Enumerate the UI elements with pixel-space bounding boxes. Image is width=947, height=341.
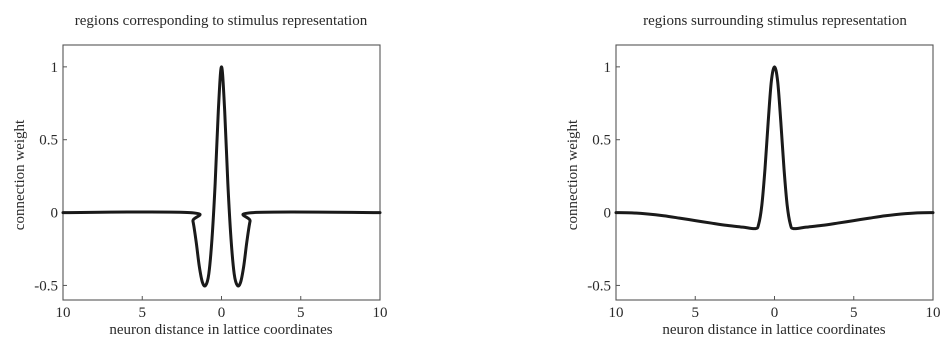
x-tick-label: 10: [373, 305, 388, 321]
y-axis-label: connection weight: [12, 119, 28, 230]
x-tick-label: 10: [609, 305, 624, 321]
tick-group: 10 5 0 5 10 -0.5 0 0.5 1: [587, 60, 940, 321]
series-line: [61, 65, 382, 288]
x-axis-label: neuron distance in lattice coordinates: [109, 322, 332, 338]
x-tick-label: 10: [926, 305, 941, 321]
y-tick-label: 0.5: [592, 133, 611, 149]
y-tick-label: 1: [51, 60, 59, 76]
plot-frame: [62, 44, 381, 301]
chart-title: regions corresponding to stimulus repres…: [75, 13, 368, 29]
y-tick-label: 1: [604, 60, 612, 76]
x-tick-label: 5: [139, 305, 147, 321]
x-tick-label: 5: [850, 305, 858, 321]
y-tick-label: -0.5: [34, 278, 58, 294]
y-tick-label: 0: [51, 206, 59, 222]
x-tick-label: 10: [56, 305, 71, 321]
series-line: [614, 65, 935, 231]
x-tick-label: 0: [771, 305, 779, 321]
y-tick-label: -0.5: [587, 278, 611, 294]
x-tick-label: 5: [297, 305, 305, 321]
y-axis-label: connection weight: [565, 119, 581, 230]
y-tick-label: 0: [604, 206, 612, 222]
tick-group: 10 5 0 5 10 -0.5 0 0.5 1: [34, 60, 387, 321]
chart-panel-left: regions corresponding to stimulus repres…: [12, 13, 388, 338]
chart-title: regions surrounding stimulus representat…: [643, 13, 907, 29]
chart-panel-right: regions surrounding stimulus representat…: [565, 13, 941, 338]
y-tick-label: 0.5: [39, 133, 58, 149]
plot-frame: [615, 44, 934, 301]
x-tick-label: 0: [218, 305, 226, 321]
x-tick-label: 5: [692, 305, 700, 321]
x-axis-label: neuron distance in lattice coordinates: [662, 322, 885, 338]
